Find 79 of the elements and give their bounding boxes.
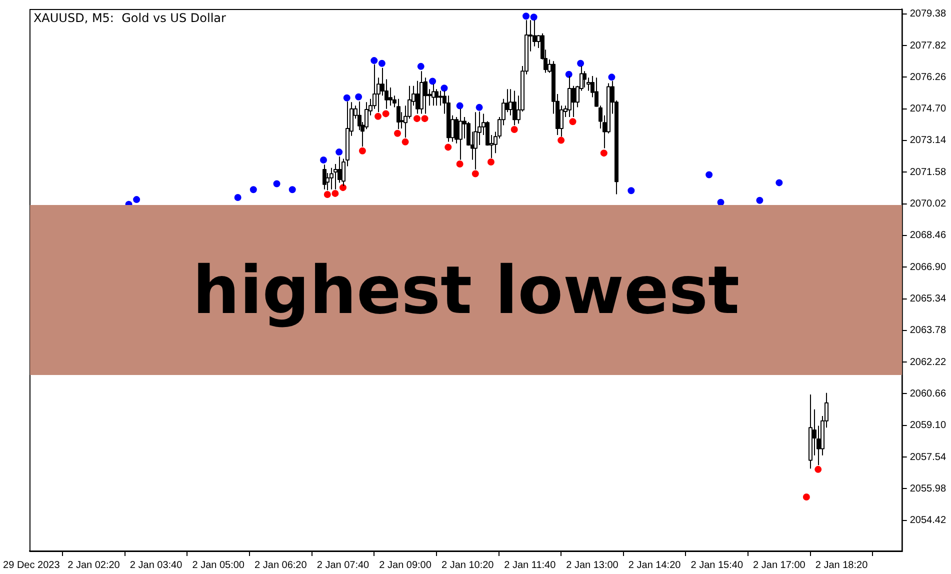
x-tick-label: 2 Jan 10:20 (441, 560, 494, 571)
point (370, 57, 378, 64)
y-tick-label: 2060.66 (910, 388, 946, 400)
x-tick-label: 2 Jan 13:00 (566, 560, 619, 571)
point (288, 186, 296, 194)
point (355, 93, 362, 100)
y-tick-label: 2055.98 (910, 483, 946, 494)
x-tick-label: 2 Jan 11:40 (504, 560, 556, 571)
point (476, 104, 483, 111)
x-tick-label: 2 Jan 17:00 (753, 560, 806, 571)
x-tick-label: 2 Jan 09:00 (379, 560, 432, 571)
point (756, 196, 764, 204)
y-tick-label: 2054.42 (910, 515, 946, 526)
point (382, 110, 390, 118)
point (402, 138, 409, 146)
x-tick-label: 2 Jan 07:40 (316, 560, 370, 571)
x-tick-label: 2 Jan 18:20 (815, 560, 868, 571)
point (487, 158, 494, 166)
point (558, 136, 565, 144)
point (472, 170, 479, 178)
x-tick-label: 2 Jan 03:40 (130, 560, 183, 571)
point (456, 102, 464, 110)
point (421, 115, 428, 122)
x-tick-label: 2 Jan 05:00 (192, 560, 245, 571)
y-tick-label: 2068.46 (910, 230, 946, 242)
point (456, 160, 464, 168)
point (358, 147, 366, 154)
y-tick-label: 2077.82 (910, 40, 946, 52)
y-tick-label: 2071.58 (910, 166, 946, 178)
point (234, 194, 242, 202)
point (343, 94, 350, 102)
point (522, 12, 530, 20)
point (577, 60, 584, 67)
x-tick-label: 2 Jan 14:20 (628, 560, 682, 571)
point (628, 187, 635, 194)
point (394, 130, 402, 137)
point (776, 179, 783, 186)
y-tick-label: 2065.34 (910, 294, 946, 305)
point (530, 14, 538, 21)
point (133, 196, 140, 204)
point (336, 148, 343, 156)
point (440, 84, 448, 92)
title-banner: highest lowest (30, 205, 902, 375)
point (378, 60, 386, 67)
x-tick-label: 2 Jan 15:40 (690, 560, 744, 571)
point (273, 180, 280, 188)
chart-title: XAUUSD, M5: Gold vs US Dollar (33, 11, 226, 26)
point (444, 144, 452, 151)
y-tick-label: 2074.70 (910, 104, 946, 115)
point (339, 184, 346, 192)
point (814, 466, 822, 473)
point (569, 118, 576, 126)
point (600, 150, 608, 157)
point (608, 74, 616, 81)
y-tick-label: 2063.78 (910, 325, 946, 336)
point (429, 78, 436, 85)
y-tick-label: 2076.26 (910, 72, 946, 83)
y-tick-label: 2079.38 (910, 8, 946, 20)
point (802, 494, 810, 501)
point (320, 156, 328, 164)
y-tick-label: 2059.10 (910, 420, 946, 432)
point (565, 70, 572, 78)
point (374, 112, 382, 120)
x-tick-label: 29 Dec 2023 (3, 560, 60, 571)
x-tick-label: 2 Jan 02:20 (68, 560, 120, 571)
point (417, 62, 424, 70)
point (413, 115, 420, 122)
point (706, 171, 713, 178)
point (717, 198, 724, 206)
point (250, 186, 257, 194)
x-tick-label: 2 Jan 06:20 (254, 560, 308, 571)
y-tick-label: 2070.02 (910, 198, 946, 210)
y-tick-label: 2073.14 (910, 135, 946, 146)
point (332, 190, 339, 197)
y-tick-label: 2057.54 (910, 452, 946, 463)
point (324, 190, 331, 198)
y-tick-label: 2066.90 (910, 262, 946, 273)
y-tick-label: 2062.22 (910, 356, 946, 368)
point (510, 126, 518, 134)
